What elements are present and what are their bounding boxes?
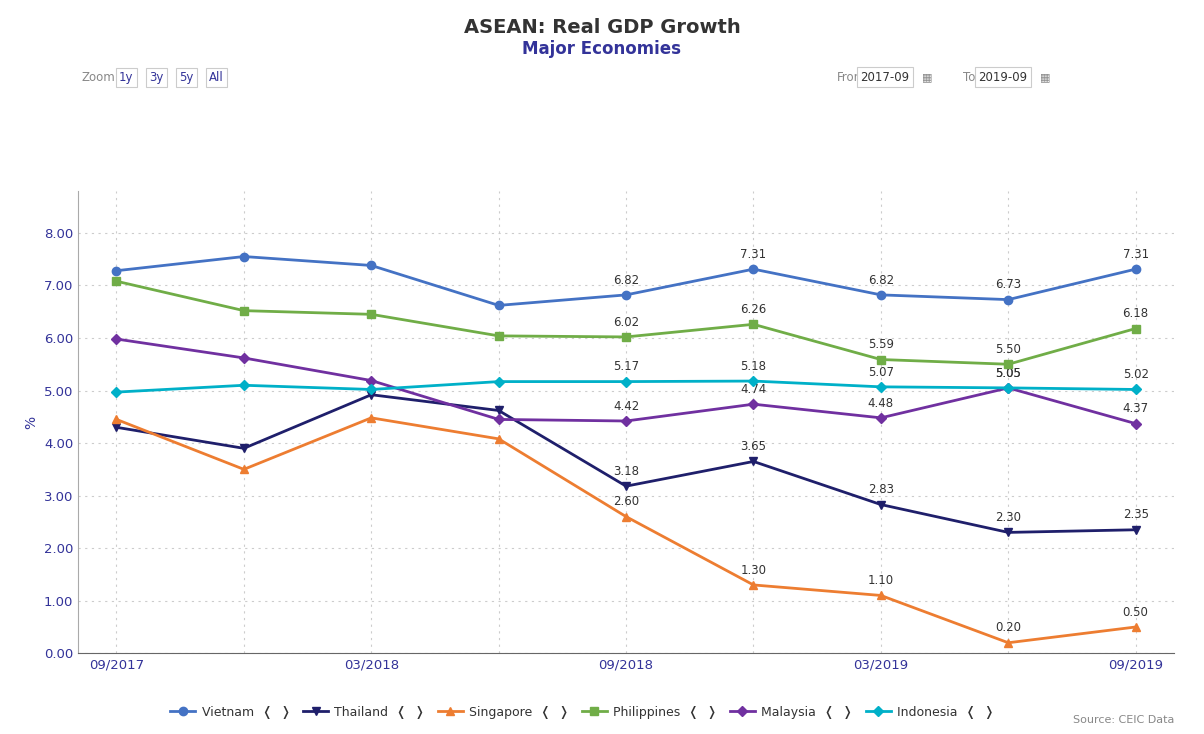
Text: 5.50: 5.50 <box>996 343 1021 356</box>
Text: 3y: 3y <box>149 70 164 84</box>
Text: To: To <box>963 70 975 84</box>
Text: 3.18: 3.18 <box>613 465 639 478</box>
Text: 2.30: 2.30 <box>996 511 1021 524</box>
Text: ▦: ▦ <box>922 72 932 82</box>
Text: 2.83: 2.83 <box>868 483 893 496</box>
Text: 1y: 1y <box>119 70 134 84</box>
Text: 3.65: 3.65 <box>740 440 767 453</box>
Text: From: From <box>837 70 866 84</box>
Text: Major Economies: Major Economies <box>523 40 681 59</box>
Text: 5y: 5y <box>179 70 194 84</box>
Text: 0.50: 0.50 <box>1123 606 1149 619</box>
Text: 6.02: 6.02 <box>613 316 639 329</box>
Text: 6.82: 6.82 <box>613 274 639 286</box>
Text: 7.31: 7.31 <box>740 248 767 261</box>
Text: 5.18: 5.18 <box>740 360 767 373</box>
Text: 5.17: 5.17 <box>613 360 639 374</box>
Text: 4.42: 4.42 <box>613 400 639 413</box>
Text: ▦: ▦ <box>1040 72 1050 82</box>
Text: 4.48: 4.48 <box>868 396 893 410</box>
Text: Source: CEIC Data: Source: CEIC Data <box>1073 715 1174 725</box>
Text: 6.73: 6.73 <box>996 278 1021 291</box>
Legend: Vietnam  ❬  ❭, Thailand  ❬  ❭, Singapore  ❬  ❭, Philippines  ❬  ❭, Malaysia  ❬  : Vietnam ❬ ❭, Thailand ❬ ❭, Singapore ❬ ❭… <box>165 701 999 724</box>
Text: 5.05: 5.05 <box>996 366 1021 379</box>
Text: 6.18: 6.18 <box>1122 308 1149 320</box>
Text: 5.07: 5.07 <box>868 366 893 379</box>
Text: 6.82: 6.82 <box>868 274 893 286</box>
Text: 7.31: 7.31 <box>1122 248 1149 261</box>
Text: 1.10: 1.10 <box>868 574 893 587</box>
Text: Zoom: Zoom <box>82 70 116 84</box>
Text: 5.59: 5.59 <box>868 338 893 351</box>
Y-axis label: %: % <box>24 415 39 429</box>
Text: 6.26: 6.26 <box>740 303 767 316</box>
Text: ASEAN: Real GDP Growth: ASEAN: Real GDP Growth <box>464 18 740 37</box>
Text: 2.35: 2.35 <box>1122 509 1149 521</box>
Text: 2017-09: 2017-09 <box>861 70 909 84</box>
Text: All: All <box>209 70 224 84</box>
Text: 4.37: 4.37 <box>1122 402 1149 415</box>
Text: 0.20: 0.20 <box>996 622 1021 634</box>
Text: 2019-09: 2019-09 <box>979 70 1027 84</box>
Text: 1.30: 1.30 <box>740 564 767 577</box>
Text: 5.05: 5.05 <box>996 366 1021 379</box>
Text: 5.02: 5.02 <box>1122 368 1149 381</box>
Text: 2.60: 2.60 <box>613 495 639 509</box>
Text: 4.74: 4.74 <box>740 383 767 396</box>
